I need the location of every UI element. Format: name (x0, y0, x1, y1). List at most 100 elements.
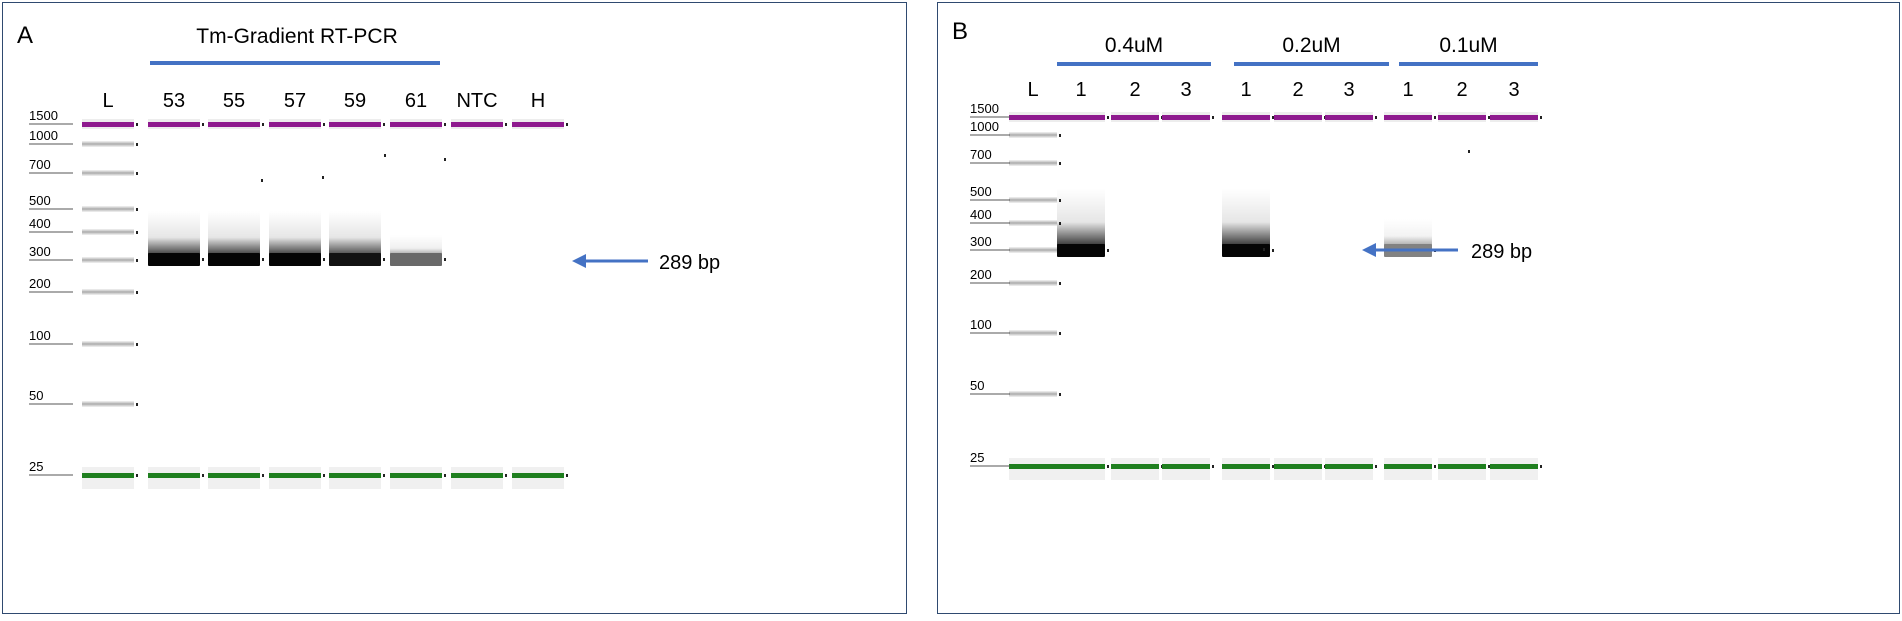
edge-mark (383, 474, 385, 477)
upper-marker-band (269, 122, 321, 127)
upper-marker-band (329, 122, 381, 127)
upper-marker-band (148, 122, 200, 127)
edge-mark (136, 172, 138, 175)
ladder-size-label: 300 (29, 244, 51, 259)
ladder-size-label: 100 (970, 317, 992, 332)
edge-mark (1212, 465, 1214, 468)
lane-label: 55 (223, 90, 245, 112)
edge-mark (1488, 116, 1490, 119)
upper-marker-band (1490, 115, 1538, 120)
concentration-group-label: 0.2uM (1282, 34, 1340, 57)
speck-mark (444, 158, 446, 161)
ladder-band (82, 257, 134, 263)
arrow-head-icon (572, 254, 586, 268)
ladder-band (1009, 220, 1057, 226)
edge-mark (1540, 116, 1542, 119)
lower-marker-band (148, 473, 200, 478)
concentration-group-label: 0.1uM (1439, 34, 1497, 57)
edge-mark (1059, 162, 1061, 165)
ladder-size-label: 25 (970, 450, 984, 465)
lower-marker-band (1162, 464, 1210, 469)
edge-mark (383, 258, 385, 261)
edge-mark (505, 474, 507, 477)
upper-marker-band (512, 122, 564, 127)
edge-mark (444, 123, 446, 126)
lane-label: 3 (1508, 79, 1519, 101)
lane-label: 61 (405, 90, 427, 112)
speck-mark (1263, 248, 1265, 251)
sample-band (1057, 244, 1105, 257)
upper-marker-band (1009, 115, 1057, 120)
edge-mark (262, 123, 264, 126)
ladder-band (1009, 132, 1057, 138)
edge-mark (136, 123, 138, 126)
upper-marker-band (1111, 115, 1159, 120)
sample-smear (1057, 188, 1105, 250)
edge-mark (202, 258, 204, 261)
edge-mark (1375, 465, 1377, 468)
edge-mark (136, 259, 138, 262)
panel-letter: A (17, 22, 33, 49)
edge-mark (1540, 465, 1542, 468)
band-size-label: 289 bp (1471, 241, 1532, 263)
sample-smear (329, 211, 381, 259)
lane-label: 2 (1292, 79, 1303, 101)
edge-mark (1434, 465, 1436, 468)
ladder-size-label: 500 (29, 193, 51, 208)
lower-marker-band (512, 473, 564, 478)
edge-mark (444, 474, 446, 477)
lane-label: 59 (344, 90, 366, 112)
lower-marker-band (451, 473, 503, 478)
panel-letter: B (952, 18, 968, 45)
ladder-band (82, 206, 134, 212)
ladder-band (82, 289, 134, 295)
lower-marker-band (1009, 464, 1057, 469)
speck-mark (384, 154, 386, 157)
lower-marker-band (269, 473, 321, 478)
edge-mark (136, 143, 138, 146)
lower-marker-band (82, 473, 134, 478)
edge-mark (136, 403, 138, 406)
upper-marker-band (1274, 115, 1322, 120)
ladder-size-label: 100 (29, 328, 51, 343)
sample-band (208, 253, 260, 266)
upper-marker-band (208, 122, 260, 127)
ladder-band (82, 341, 134, 347)
ladder-size-label: 200 (970, 267, 992, 282)
sample-smear (148, 211, 200, 259)
ladder-size-label: 300 (970, 234, 992, 249)
edge-mark (1488, 465, 1490, 468)
lower-marker-band (1325, 464, 1373, 469)
edge-mark (1272, 249, 1274, 252)
edge-mark (444, 258, 446, 261)
edge-mark (323, 258, 325, 261)
ladder-band (82, 141, 134, 147)
lane-label: 53 (163, 90, 185, 112)
speck-mark (1468, 150, 1470, 153)
edge-mark (1059, 332, 1061, 335)
ladder-size-label: 1500 (970, 101, 999, 116)
ladder-band (1009, 391, 1057, 397)
edge-mark (505, 123, 507, 126)
lane-label: L (1027, 79, 1038, 101)
panel-b: B 0.4uM 0.2uM 0.1uM L 1 2 3 1 2 3 1 2 3 1500 1000 700… (937, 2, 1900, 614)
lane-label: L (102, 90, 113, 112)
upper-marker-band (1222, 115, 1270, 120)
upper-marker-band (1438, 115, 1486, 120)
ladder-size-label: 700 (29, 157, 51, 172)
edge-mark (136, 231, 138, 234)
edge-mark (323, 123, 325, 126)
ladder-band (1009, 197, 1057, 203)
edge-mark (1059, 282, 1061, 285)
ladder-size-label: 1500 (29, 108, 58, 123)
lane-label: 3 (1180, 79, 1191, 101)
upper-marker-band (451, 122, 503, 127)
edge-mark (1434, 116, 1436, 119)
ladder-size-label: 1000 (970, 119, 999, 134)
edge-mark (383, 123, 385, 126)
lane-label: 1 (1402, 79, 1413, 101)
sample-band (329, 253, 381, 266)
edge-mark (1212, 116, 1214, 119)
edge-mark (202, 474, 204, 477)
ladder-band (1009, 330, 1057, 336)
